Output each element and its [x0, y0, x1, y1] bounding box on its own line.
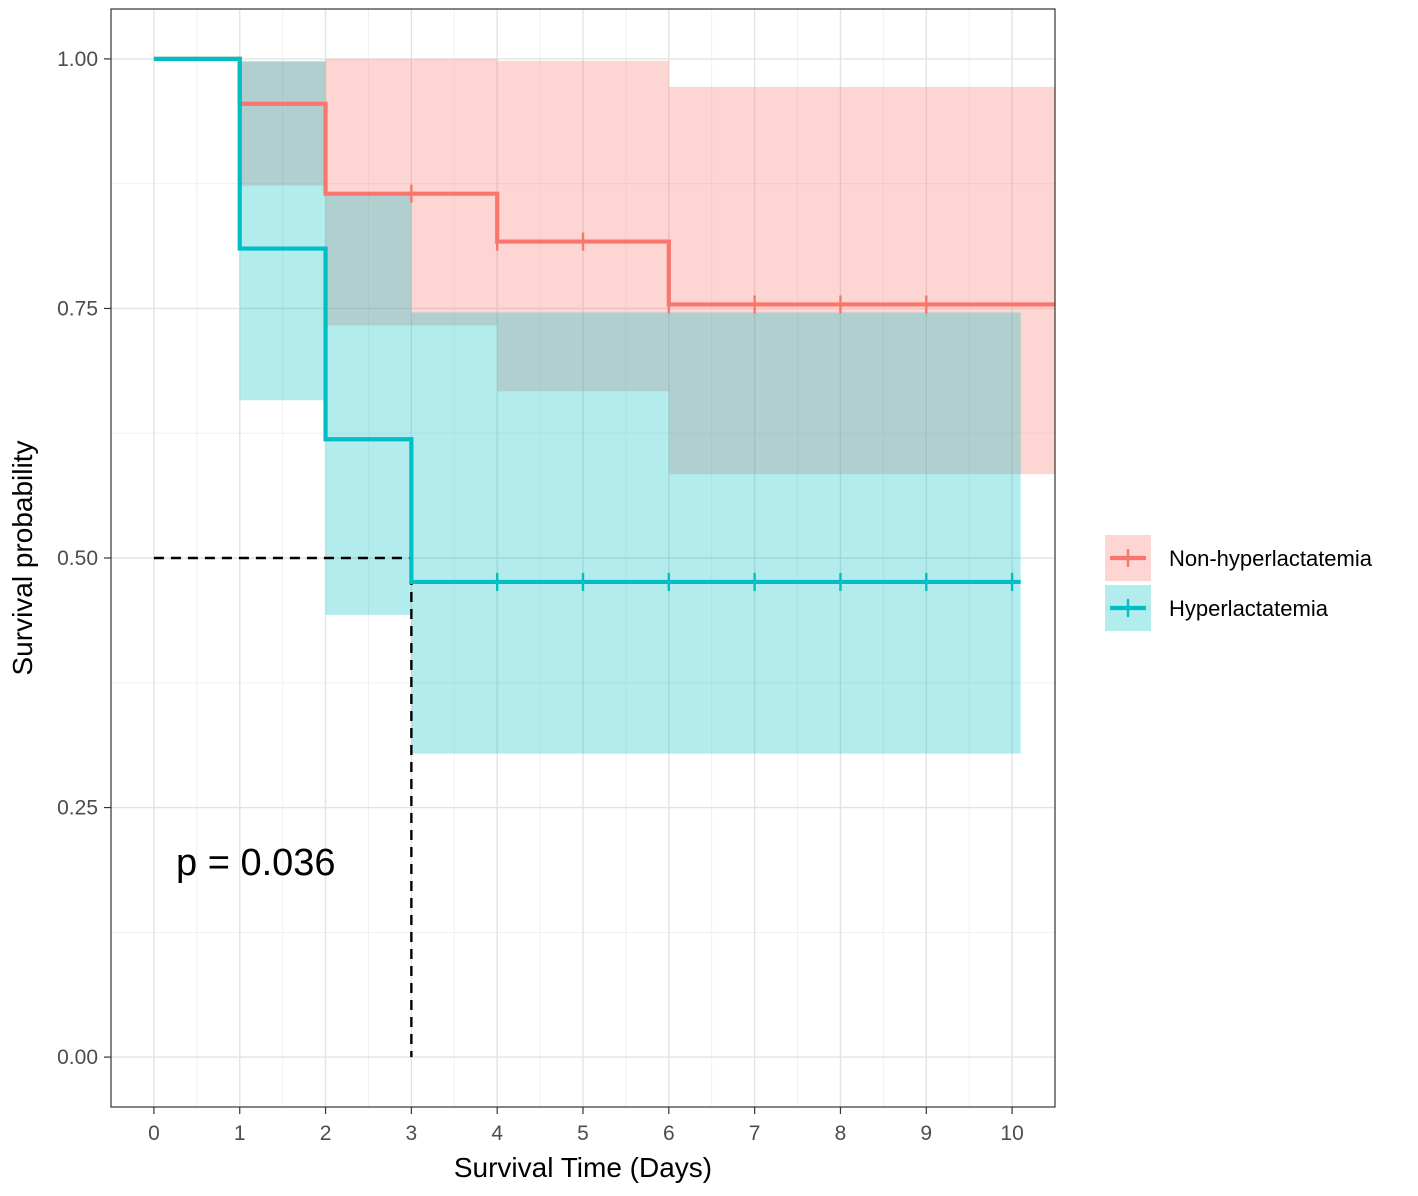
y-axis: 0.00 0.25 0.50 0.75 1.00 [57, 48, 111, 1069]
legend-label-1: Hyperlactatemia [1169, 596, 1329, 621]
x-tick-label: 1 [234, 1122, 246, 1145]
y-tick-label: 0.00 [57, 1046, 98, 1069]
x-tick-label: 7 [749, 1122, 761, 1145]
censor-marks [410, 184, 1014, 591]
x-tick-label: 6 [663, 1122, 675, 1145]
x-tick-label: 10 [1000, 1122, 1023, 1145]
x-tick-label: 8 [835, 1122, 847, 1145]
x-tick-label: 9 [920, 1122, 932, 1145]
p-value-annotation: p = 0.036 [176, 842, 336, 884]
y-tick-label: 0.75 [57, 297, 98, 320]
y-tick-label: 0.50 [57, 547, 98, 570]
confidence-band-0 [153, 58, 1056, 475]
x-tick-label: 2 [320, 1122, 332, 1145]
x-axis: 0 1 2 3 4 5 6 7 8 9 10 [148, 1107, 1024, 1145]
y-axis-title: Survival probability [7, 441, 38, 676]
survival-curve-1 [153, 56, 1021, 585]
median-lines [153, 556, 413, 1058]
x-tick-label: 5 [577, 1122, 589, 1145]
x-axis-title: Survival Time (Days) [454, 1152, 712, 1183]
legend: Non-hyperlactatemia Hyperlactatemia [1105, 535, 1373, 631]
y-tick-label: 1.00 [57, 48, 98, 71]
x-tick-label: 4 [491, 1122, 503, 1145]
x-tick-label: 3 [406, 1122, 418, 1145]
y-tick-label: 0.25 [57, 797, 98, 820]
legend-label-0: Non-hyperlactatemia [1169, 546, 1373, 571]
x-tick-label: 0 [148, 1122, 160, 1145]
